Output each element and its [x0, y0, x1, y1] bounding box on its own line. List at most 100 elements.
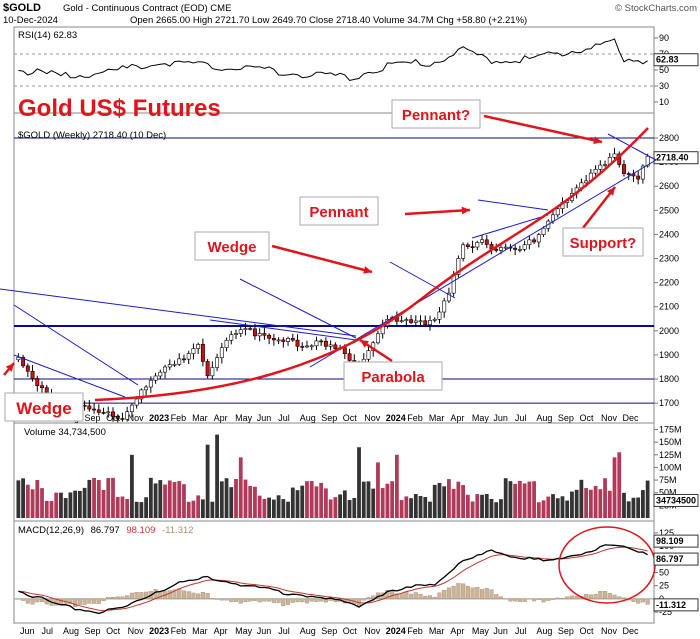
volume-bar [432, 484, 437, 518]
price-tick-label: 2100 [659, 302, 679, 312]
price-candle [257, 333, 262, 337]
macd-histogram-bar [645, 598, 650, 605]
x-axis-label-price: Apr [450, 413, 464, 423]
volume-bar [494, 502, 499, 518]
macd-histogram-bar [77, 598, 82, 605]
macd-histogram-bar [560, 598, 565, 600]
macd-histogram-bar [508, 598, 513, 602]
macd-histogram-bar [603, 591, 608, 600]
volume-bar [229, 487, 234, 518]
macd-legend-val3: -11.312 [162, 525, 194, 536]
volume-bar [281, 499, 286, 518]
mid-wedge-top [239, 278, 357, 339]
volume-bar [215, 434, 219, 518]
price-tick-label: 2500 [659, 205, 679, 215]
macd-histogram-bar [328, 598, 333, 601]
arrow-parabola-head [360, 340, 369, 348]
price-candle [323, 340, 328, 347]
volume-bar [371, 488, 376, 518]
volume-bar [68, 492, 73, 518]
rsi-tick-label: 30 [659, 81, 669, 91]
volume-bar [295, 490, 300, 518]
macd-histogram-bar [546, 598, 551, 601]
volume-bar [607, 490, 612, 518]
macd-histogram-bar [617, 596, 622, 600]
x-axis-label-bottom: Oct [106, 626, 121, 636]
price-candle [536, 234, 541, 243]
volume-bar [21, 478, 25, 518]
arrow-support [582, 186, 616, 229]
volume-bar [404, 496, 409, 518]
price-candle [101, 412, 106, 414]
x-axis-label-price: Jul [278, 413, 290, 423]
macd-histogram-bar [271, 598, 276, 603]
macd-histogram-bar [631, 598, 636, 603]
x-axis-label-price: May [235, 413, 253, 423]
mid-wedge-bottom [209, 319, 357, 341]
price-candle [342, 347, 347, 354]
volume-bar [333, 497, 338, 518]
x-axis-label-price: Apr [214, 413, 228, 423]
volume-bar [324, 488, 328, 518]
price-candle [224, 339, 229, 348]
x-axis-label-bottom: Oct [579, 626, 594, 636]
volume-bar [390, 481, 395, 518]
price-candle [134, 398, 139, 406]
macd-tick-label: 25 [659, 581, 669, 591]
price-candle [484, 239, 489, 245]
volume-bar [77, 490, 82, 518]
x-axis-label-bottom: Aug [536, 626, 552, 636]
left-wedge-top [13, 304, 139, 386]
macd-histogram-bar [295, 598, 300, 603]
volume-bar [361, 481, 366, 518]
price-candle [517, 249, 522, 251]
arrow-pennant [404, 208, 471, 216]
wedge-left-box [4, 392, 84, 422]
macd-histogram-bar [35, 598, 40, 603]
volume-bar [148, 477, 153, 518]
volume-bar [442, 486, 447, 518]
volume-bar [267, 497, 272, 518]
macd-histogram-bar [125, 595, 130, 600]
price-candle [555, 208, 560, 216]
volume-bar [73, 490, 78, 518]
volume-bar [475, 494, 480, 518]
price-candle [191, 348, 196, 354]
volume-bar [115, 496, 120, 518]
volume-tick-label: 50M [659, 488, 677, 498]
volume-bar [44, 500, 49, 518]
volume-bar [480, 494, 484, 518]
price-candle [541, 227, 546, 235]
volume-bar [470, 501, 475, 518]
macd-histogram-bar [593, 593, 598, 600]
macd-histogram-bar [574, 595, 579, 600]
x-axis-label-bottom: May [235, 626, 253, 636]
price-candle [465, 244, 470, 247]
volume-bar [465, 494, 470, 518]
price-candle [238, 329, 243, 334]
macd-histogram-bar [21, 598, 26, 601]
volume-tick-label: 150M [659, 437, 682, 447]
macd-histogram-bar [44, 598, 49, 605]
volume-bar [522, 483, 527, 518]
x-axis-label-bottom: Sep [321, 626, 337, 636]
volume-bar [598, 489, 603, 518]
x-axis-label-price: Dec [622, 413, 639, 423]
volume-bar [461, 485, 466, 518]
volume-bar [338, 494, 342, 518]
volume-bar [437, 482, 442, 518]
volume-bar [182, 484, 186, 518]
macd-histogram-bar [550, 598, 556, 600]
volume-bar [101, 489, 106, 518]
price-candle [125, 411, 130, 420]
volume-bar [588, 489, 593, 518]
macd-last-label-macd-box [653, 552, 699, 566]
x-axis-label-price: Jun [257, 413, 272, 423]
macd-histogram-bar [134, 592, 139, 600]
price-candle [229, 334, 234, 341]
volume-bar [352, 497, 357, 518]
volume-bar [305, 481, 309, 518]
price-tick-label: 2200 [659, 278, 679, 288]
price-candle [182, 358, 186, 361]
